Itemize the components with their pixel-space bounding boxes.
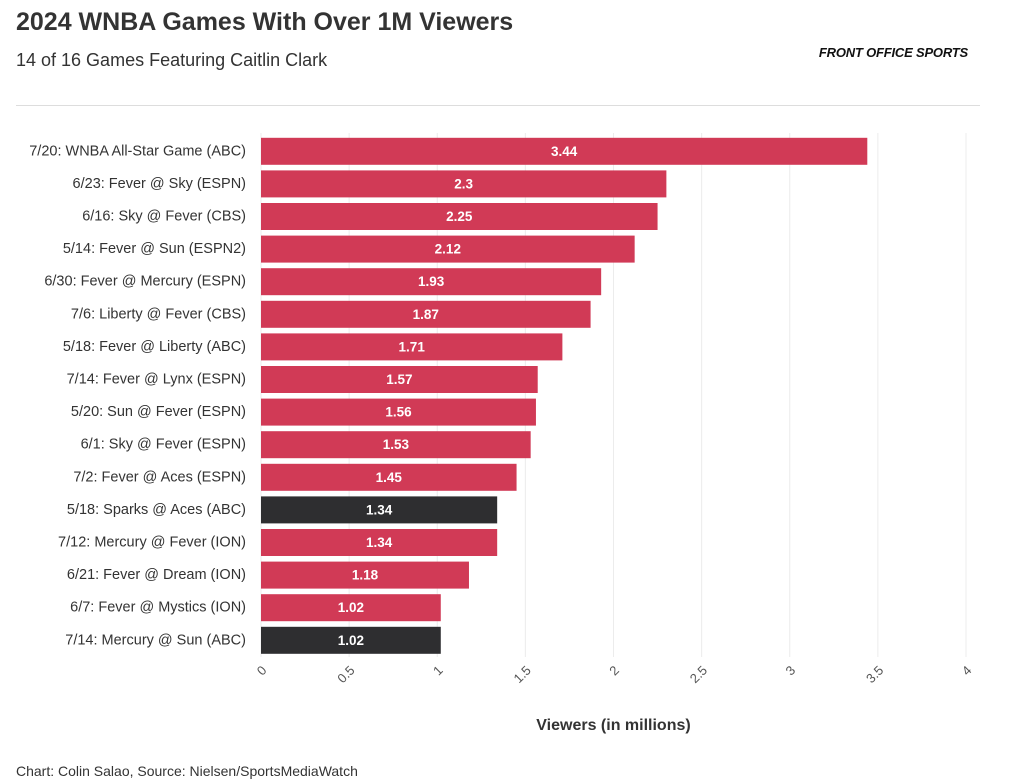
bar	[261, 529, 498, 556]
bar	[261, 594, 441, 622]
bar-value-label: 2.12	[435, 242, 461, 257]
category-label: 7/12: Mercury @ Fever (ION)	[58, 535, 246, 551]
bar-value-label: 1.34	[366, 535, 393, 550]
bar	[261, 496, 498, 524]
bar	[261, 626, 441, 654]
category-label: 6/1: Sky @ Fever (ESPN)	[81, 437, 246, 453]
chart-title: 2024 WNBA Games With Over 1M Viewers	[16, 8, 514, 36]
bar-value-label: 1.87	[413, 307, 439, 322]
category-label: 5/18: Sparks @ Aces (ABC)	[67, 502, 246, 518]
bar-value-label: 1.93	[418, 274, 445, 289]
category-label: 7/20: WNBA All-Star Game (ABC)	[29, 143, 246, 159]
x-tick-label: 0	[254, 663, 270, 679]
x-tick-label: 3.5	[863, 663, 886, 686]
x-tick-label: 4	[959, 663, 975, 679]
bar	[261, 398, 536, 426]
bar	[261, 431, 531, 459]
category-label: 6/7: Fever @ Mystics (ION)	[70, 600, 246, 616]
brand-logo: FRONT OFFICE SPORTS	[818, 45, 968, 60]
bar	[261, 268, 602, 296]
category-label: 7/14: Fever @ Lynx (ESPN)	[67, 372, 246, 388]
bar-chart: 3.442.32.252.121.931.871.711.571.561.531…	[29, 133, 975, 734]
category-label: 6/23: Fever @ Sky (ESPN)	[73, 176, 246, 192]
bar-value-label: 1.56	[385, 405, 412, 420]
source-credit: Chart: Colin Salao, Source: Nielsen/Spor…	[16, 763, 358, 779]
bar-value-label: 3.44	[551, 144, 578, 159]
bar-value-label: 1.57	[386, 372, 412, 387]
bar	[261, 463, 517, 491]
bar	[261, 235, 635, 263]
bar	[261, 333, 563, 361]
category-label: 7/2: Fever @ Aces (ESPN)	[73, 469, 246, 485]
x-tick-label: 0.5	[334, 663, 357, 686]
category-label: 6/30: Fever @ Mercury (ESPN)	[44, 274, 246, 290]
bar	[261, 366, 538, 393]
bar	[261, 137, 868, 165]
bar-value-label: 1.02	[338, 633, 364, 648]
category-label: 6/21: Fever @ Dream (ION)	[67, 567, 246, 583]
x-tick-label: 2	[606, 663, 622, 679]
header-divider	[16, 105, 980, 106]
category-label: 5/14: Fever @ Sun (ESPN2)	[63, 241, 246, 257]
bar	[261, 170, 667, 198]
bar-value-label: 1.71	[399, 339, 426, 354]
x-tick-label: 1.5	[511, 663, 534, 686]
category-labels: 7/20: WNBA All-Star Game (ABC) 6/23: Feve…	[29, 143, 246, 648]
bar	[261, 561, 469, 589]
bars: 3.44 2.3 2.25 2.12 1.93 1.87 1.71 1.57 1.56 1.53 1…	[261, 137, 868, 654]
category-label: 5/20: Sun @ Fever (ESPN)	[71, 404, 246, 420]
category-label: 6/16: Sky @ Fever (CBS)	[82, 209, 246, 225]
bar-value-label: 2.3	[454, 176, 473, 191]
bar-value-label: 1.34	[366, 502, 393, 517]
x-tick-label: 2.5	[687, 663, 710, 686]
category-label: 7/6: Liberty @ Fever (CBS)	[71, 306, 246, 322]
x-axis-ticks: 0 0.5 1 1.5 2 2.5 3 3.5 4	[254, 663, 975, 686]
x-tick-label: 1	[430, 663, 446, 679]
bar-value-label: 1.53	[383, 437, 410, 452]
bar-value-label: 1.45	[376, 470, 403, 485]
bar-value-label: 1.18	[352, 568, 379, 583]
chart-subtitle: 14 of 16 Games Featuring Caitlin Clark	[16, 50, 328, 70]
category-label: 7/14: Mercury @ Sun (ABC)	[65, 632, 246, 648]
x-tick-label: 3	[783, 663, 799, 679]
bar-value-label: 2.25	[446, 209, 473, 224]
bar	[261, 300, 591, 328]
x-axis-title: Viewers (in millions)	[536, 717, 690, 734]
bar	[261, 203, 658, 230]
bar-value-label: 1.02	[338, 600, 364, 615]
category-label: 5/18: Fever @ Liberty (ABC)	[63, 339, 246, 355]
